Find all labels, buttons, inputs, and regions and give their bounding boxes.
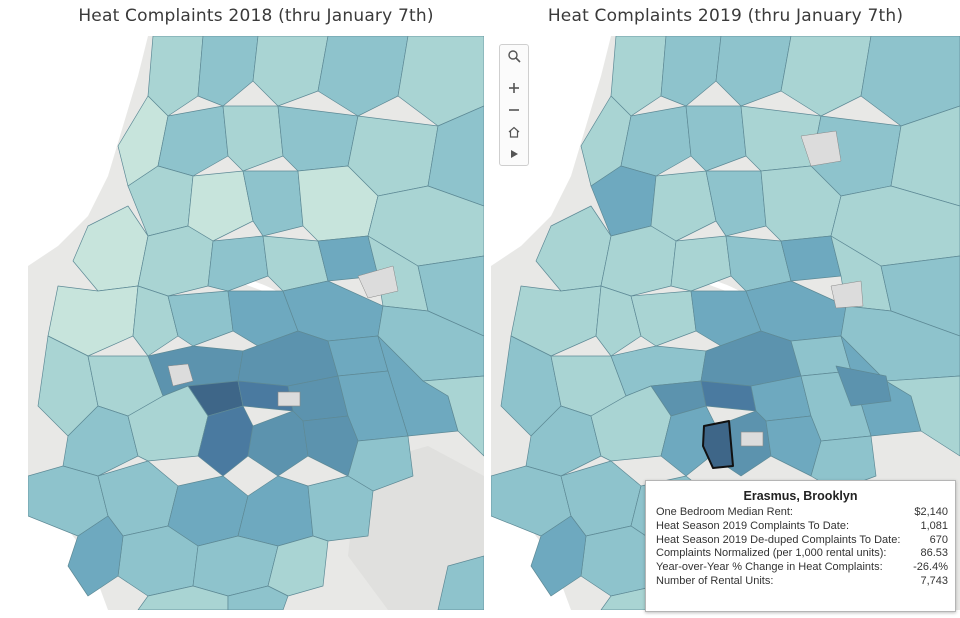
tooltip-row: Heat Season 2019 Complaints To Date: 1,08… (646, 520, 955, 534)
toolbar-separator (500, 67, 528, 77)
tooltip-value: 7,743 (920, 574, 948, 587)
tooltip-row: Heat Season 2019 De-duped Complaints To … (646, 534, 955, 548)
zoom-in-icon[interactable] (500, 77, 528, 99)
tooltip-row: Number of Rental Units: 7,743 (646, 575, 955, 589)
panel-divider (487, 36, 491, 618)
tooltip-value: $2,140 (914, 506, 948, 518)
map-2018[interactable] (28, 36, 484, 610)
map-toolbar (499, 44, 529, 166)
tooltip-value: 1,081 (920, 519, 948, 532)
map-2018-canvas (28, 36, 484, 610)
tooltip-label: Number of Rental Units: (656, 574, 774, 587)
map-title-2019: Heat Complaints 2019 (thru January 7th) (547, 6, 904, 26)
zoom-out-icon[interactable] (500, 99, 528, 121)
map-title-2018: Heat Complaints 2018 (thru January 7th) (78, 6, 434, 26)
tooltip-label: Year-over-Year % Change in Heat Complain… (656, 561, 883, 574)
tooltip-title: Erasmus, Brooklyn (743, 489, 858, 503)
tooltip-label: Heat Season 2019 Complaints To Date: (656, 519, 850, 532)
selected-neighborhood-erasmus (702, 420, 734, 469)
play-icon[interactable] (500, 143, 528, 165)
tooltip-row: Complaints Normalized (per 1,000 rental … (646, 547, 955, 561)
tooltip-label: One Bedroom Median Rent: (656, 506, 793, 518)
tooltip-row: One Bedroom Median Rent: $2,140 (646, 506, 955, 520)
home-icon[interactable] (500, 121, 528, 143)
tooltip-label: Heat Season 2019 De-duped Complaints To … (656, 533, 901, 546)
water-hudson (28, 36, 148, 266)
search-icon[interactable] (500, 45, 528, 67)
tooltip-value: 670 (929, 533, 948, 546)
neighborhood-tooltip: Erasmus, Brooklyn One Bedroom Median Ren… (645, 480, 956, 612)
tooltip-value: 86.53 (920, 547, 948, 560)
tooltip-label: Complaints Normalized (per 1,000 rental … (656, 547, 887, 560)
tooltip-row: Year-over-Year % Change in Heat Complain… (646, 561, 955, 575)
tooltip-value: -26.4% (913, 561, 948, 574)
